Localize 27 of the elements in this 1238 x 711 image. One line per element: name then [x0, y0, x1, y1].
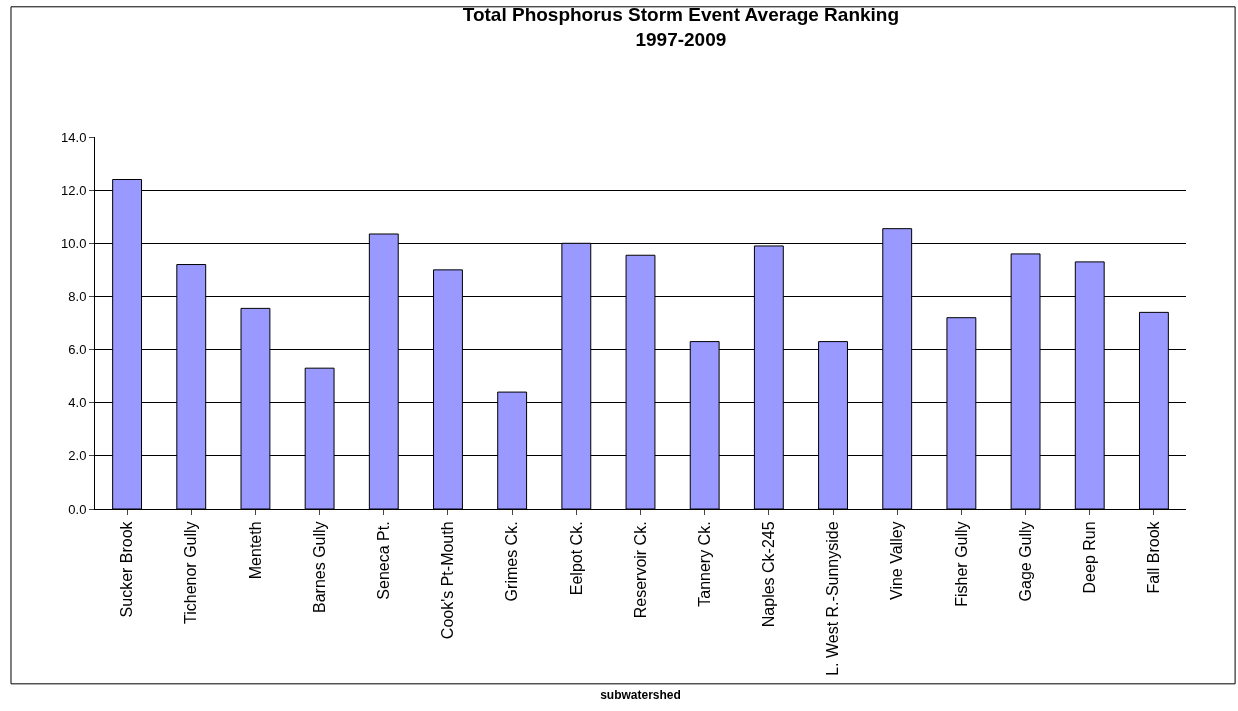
x-tick-label: Tannery Ck. [695, 521, 713, 607]
x-tick-label: Fall Brook [1145, 520, 1163, 594]
y-tick-label: 10.0 [61, 235, 87, 251]
y-tick-label: 2.0 [68, 448, 87, 464]
x-tick-label: Tichenor Gully [182, 521, 200, 624]
x-axis-title: subwatershed [600, 687, 681, 702]
x-tick-label: Sucker Brook [118, 520, 136, 618]
x-tick-label: Grimes Ck. [503, 521, 521, 602]
x-tick-label: Fisher Gully [952, 521, 970, 607]
y-tick-label: 4.0 [68, 395, 87, 411]
y-tick-label: 12.0 [61, 182, 87, 198]
x-tick-label: L. West R.-Sunnyside [824, 521, 842, 676]
x-tick-label: Deep Run [1080, 521, 1098, 594]
y-tick-label: 6.0 [68, 342, 87, 358]
y-tick-label: 8.0 [68, 288, 87, 304]
x-tick-label: Seneca Pt. [374, 521, 392, 600]
x-tick-label: Gage Gully [1016, 521, 1034, 602]
x-tick-label: Cook's Pt-Mouth [439, 521, 457, 640]
x-tick-label: Vine Valley [888, 521, 906, 600]
x-tick-label: Menteth [246, 521, 264, 580]
chart-title: Total Phosphorus Storm Event Average Ranking 1997-2009 [462, 4, 900, 51]
x-tick-label: Barnes Gully [310, 521, 328, 613]
x-tick-label: Reservoir Ck. [631, 521, 649, 619]
y-tick-label: 14.0 [61, 129, 87, 145]
x-tick-label: Naples Ck-245 [760, 521, 778, 628]
y-tick-label: 0.0 [68, 501, 87, 517]
x-tick-label: Eelpot Ck. [567, 521, 585, 596]
